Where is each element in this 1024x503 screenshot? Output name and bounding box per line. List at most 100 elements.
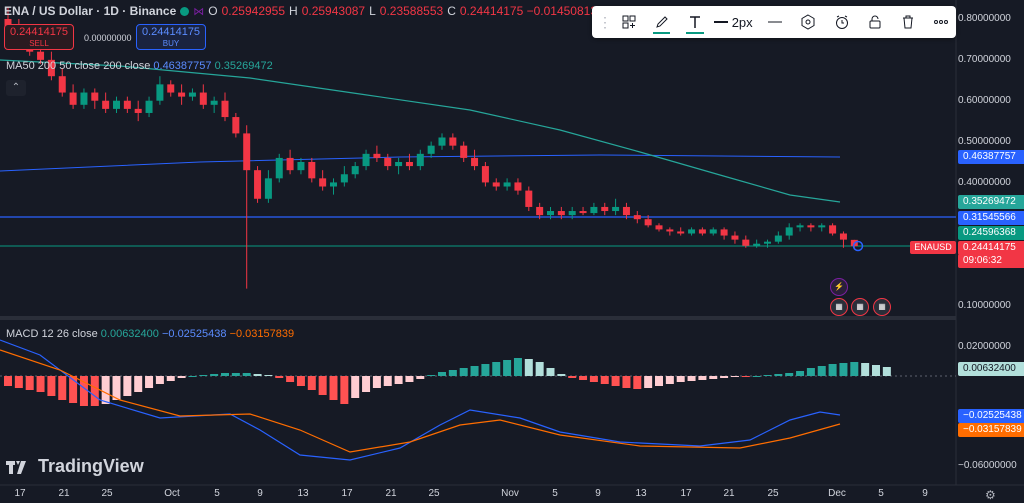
collapse-legend-button[interactable]: ⌃ (6, 80, 26, 96)
date-tick: 9 (922, 488, 928, 499)
candle-body (579, 211, 587, 214)
macd-legend[interactable]: MACD 12 26 close 0.00632400 −0.02525438 … (6, 328, 294, 340)
line-width-icon (713, 21, 728, 23)
candle-body (210, 100, 218, 105)
macd-histogram-bar (296, 376, 305, 386)
templates-icon[interactable] (614, 8, 643, 36)
macd-histogram-bar (210, 374, 219, 376)
candle-body (340, 174, 348, 183)
macd-histogram-bar (839, 363, 848, 376)
sell-button[interactable]: 0.24414175 SELL (4, 24, 74, 50)
buy-button[interactable]: 0.24414175 BUY (136, 24, 206, 50)
line-width-button[interactable]: 2px (713, 15, 757, 30)
lightning-event-icon[interactable]: ⚡ (830, 278, 848, 296)
candle-body (807, 225, 815, 228)
alert-clock-icon[interactable] (827, 8, 856, 36)
tradingview-logo[interactable]: TradingView (6, 456, 144, 477)
macd-histogram-bar (796, 371, 805, 376)
candle-body (178, 92, 186, 97)
line-style-icon[interactable] (761, 8, 790, 36)
candle-body (601, 206, 609, 212)
macd-histogram-bar (264, 375, 273, 376)
macd-histogram-bar (383, 376, 392, 386)
candle-body (644, 219, 652, 226)
date-tick: 25 (101, 488, 113, 499)
lock-icon[interactable] (860, 8, 889, 36)
candle-body (796, 225, 804, 228)
candle-body (91, 92, 99, 101)
candle-body (80, 92, 88, 105)
ma-legend[interactable]: MA50 200 50 close 200 close 0.46387757 0… (6, 60, 273, 72)
symbol-title[interactable]: ENA / US Dollar · 1D · Binance (4, 4, 177, 18)
candle-body (557, 211, 565, 216)
candle-body (568, 211, 576, 216)
close-label: C (447, 4, 456, 18)
macd-histogram-bar (79, 376, 88, 406)
bar-countdown: 09:06:32 (958, 254, 1024, 268)
ma50-value: 0.35269472 (214, 60, 273, 72)
candle-body (37, 51, 45, 60)
date-tick: 13 (297, 488, 309, 499)
macd-histogram-bar (579, 376, 588, 380)
us-flag-event-icon[interactable]: ▦ (873, 298, 891, 316)
macd-histogram-bar (622, 376, 631, 388)
candle-body (731, 235, 739, 240)
macd-histogram-bar (427, 375, 436, 376)
buy-price: 0.24414175 (141, 26, 201, 38)
macd-histogram-bar (36, 376, 45, 392)
candle-body (481, 166, 489, 183)
buy-label: BUY (162, 39, 180, 48)
candle-body (113, 100, 120, 109)
more-icon[interactable] (927, 8, 956, 36)
candle-body (666, 229, 674, 232)
trash-icon[interactable] (894, 8, 923, 36)
macd-histogram-bar (655, 376, 663, 386)
macd-histogram-bar (828, 364, 837, 376)
candle-body (123, 100, 131, 109)
macd-histogram-bar (687, 376, 696, 381)
pencil-icon[interactable] (647, 8, 676, 36)
macd-histogram-bar (709, 376, 718, 379)
candle-body (4, 19, 12, 28)
macd-axis-tick: −0.06000000 (958, 460, 1017, 471)
us-flag-event-icon[interactable]: ▦ (830, 298, 848, 316)
macd-histogram-bar (546, 368, 555, 376)
macd-histogram-bar (4, 376, 12, 386)
macd-histogram-bar (481, 364, 490, 376)
price-axis-tick: 0.40000000 (958, 177, 1011, 188)
price-marker-circle (852, 240, 864, 252)
settings-hexagon-icon[interactable] (794, 8, 823, 36)
macd-axis-tick: 0.02000000 (958, 341, 1011, 352)
candle-body (709, 229, 717, 234)
text-icon[interactable] (680, 8, 709, 36)
settings-gear-icon[interactable]: ⚙ (985, 488, 996, 502)
candle-body (275, 157, 283, 179)
open-label: O (208, 4, 218, 18)
candle-body (308, 162, 316, 179)
macd-histogram-bar (101, 376, 110, 404)
ma200-value: 0.46387757 (153, 60, 212, 72)
low-label: L (369, 4, 376, 18)
spread-value: 0.00000000 (84, 33, 132, 43)
compare-icon[interactable]: ⋈ (193, 5, 205, 18)
us-flag-event-icon[interactable]: ▦ (851, 298, 869, 316)
macd-histogram-bar (850, 362, 859, 376)
date-tick: 21 (723, 488, 735, 499)
date-tick: 5 (214, 488, 220, 499)
candle-body (264, 178, 272, 199)
macd-histogram-bar (112, 376, 121, 400)
candle-body (330, 182, 337, 187)
macd-histogram-bar (806, 368, 815, 376)
tradingview-logo-icon (6, 460, 26, 474)
candle-body (384, 157, 392, 167)
candle-body (688, 229, 696, 234)
ma-legend-label: MA50 200 50 close 200 close (6, 60, 151, 72)
macd-histogram-bar (90, 376, 99, 406)
sell-label: SELL (29, 39, 49, 48)
signal-line-value: −0.03157839 (229, 328, 295, 340)
drag-handle-icon[interactable]: ⋮ (598, 13, 612, 30)
candle-body (677, 231, 685, 234)
macd-histogram-bar (730, 376, 739, 377)
macd-histogram-bar (882, 367, 891, 376)
